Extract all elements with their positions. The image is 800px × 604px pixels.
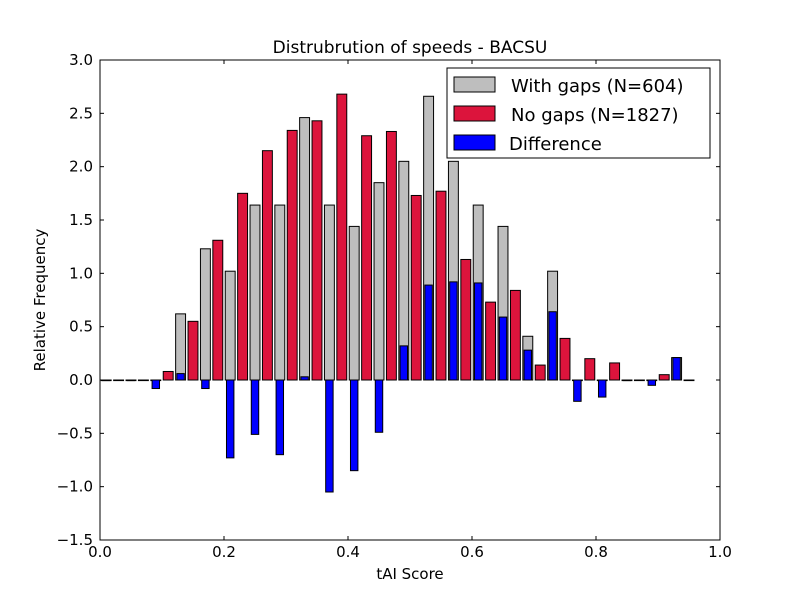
bar-no-gaps-9 xyxy=(336,93,348,381)
bar-no-gaps-5 xyxy=(237,192,249,381)
bar-difference-11 xyxy=(374,379,384,433)
bar-no-gaps-17 xyxy=(534,364,546,381)
y-tick-label: 3.0 xyxy=(69,51,93,69)
bar-no-gaps-12 xyxy=(410,194,422,381)
bar-no-gaps-19 xyxy=(584,358,596,381)
bar-no-gaps-16 xyxy=(509,289,521,381)
bar-difference-6 xyxy=(250,379,260,435)
bars-layer xyxy=(100,93,695,493)
bar-difference-20 xyxy=(597,379,607,398)
bar-no-gaps-3 xyxy=(187,320,199,381)
bar-no-gaps-15 xyxy=(485,301,497,381)
bar-no-gaps-4 xyxy=(212,239,224,381)
bar-difference-22 xyxy=(647,379,657,386)
bar-no-gaps-0 xyxy=(113,379,125,382)
y-tick-label: −0.5 xyxy=(57,424,93,442)
y-tick-label: 0.0 xyxy=(69,371,93,389)
bar-no-gaps-23 xyxy=(683,379,695,382)
bar-difference-7 xyxy=(275,379,285,456)
bar-no-gaps-20 xyxy=(609,362,621,381)
legend-swatch-no-gaps xyxy=(453,105,496,122)
bar-no-gaps-10 xyxy=(361,135,373,381)
x-axis-label: tAI Score xyxy=(376,565,443,583)
y-tick-label: 2.5 xyxy=(69,104,93,122)
bar-difference-14 xyxy=(449,281,458,381)
legend-label-difference: Difference xyxy=(509,134,602,155)
y-tick-label: 0.5 xyxy=(69,318,93,336)
bar-difference-16 xyxy=(498,316,508,381)
legend-swatch-difference xyxy=(453,134,496,151)
legend-label-with-gaps: With gaps (N=604) xyxy=(511,76,684,97)
bar-with-gaps-4 xyxy=(199,248,211,381)
bar-difference-17 xyxy=(523,349,533,381)
ticks-layer: 0.0 0.2 0.4 0.6 0.8 1.0 −1.5 −1.0 −0.5 0.0 0.5 1.0 1… xyxy=(57,51,732,561)
y-tick-label: −1.0 xyxy=(57,478,93,496)
bar-no-gaps-11 xyxy=(385,130,397,381)
bar-no-gaps-8 xyxy=(311,120,323,381)
bar-difference-8 xyxy=(300,376,309,381)
bar-with-gaps-9 xyxy=(323,204,335,381)
bar-no-gaps-21 xyxy=(633,379,645,382)
bar-no-gaps-14 xyxy=(460,258,472,381)
y-tick-label: 1.0 xyxy=(69,264,93,282)
bar-no-gaps-2 xyxy=(162,370,174,381)
x-tick-label: 0.6 xyxy=(460,543,484,561)
bar-no-gaps-7 xyxy=(286,129,298,381)
bar-with-gaps-6 xyxy=(249,204,261,381)
bar-difference-18 xyxy=(548,311,557,381)
bar-with-gaps-8 xyxy=(299,117,311,381)
bar-difference-21 xyxy=(622,379,632,382)
legend-swatch-with-gaps xyxy=(453,76,496,93)
bar-with-gaps-5 xyxy=(224,270,236,381)
bar-difference-15 xyxy=(473,282,483,381)
x-tick-label: 0.0 xyxy=(88,543,112,561)
y-tick-label: 2.0 xyxy=(69,158,93,176)
y-tick-label: −1.5 xyxy=(57,531,93,549)
x-tick-label: 0.4 xyxy=(336,543,360,561)
x-tick-label: 1.0 xyxy=(708,543,732,561)
bar-difference-2 xyxy=(151,379,161,390)
bar-difference-19 xyxy=(573,379,582,402)
bar-no-gaps-6 xyxy=(261,150,273,381)
bar-with-gaps-3 xyxy=(175,313,187,381)
y-tick-label: 1.5 xyxy=(69,211,93,229)
chart-title: Distrubrution of speeds - BACSU xyxy=(273,38,548,58)
bar-difference-9 xyxy=(325,379,334,493)
x-tick-label: 0.8 xyxy=(584,543,608,561)
bar-difference-13 xyxy=(424,284,433,381)
bar-no-gaps-13 xyxy=(435,190,447,381)
x-tick-label: 0.2 xyxy=(212,543,236,561)
bar-difference-23 xyxy=(672,357,681,381)
y-axis-label: Relative Frequency xyxy=(31,229,49,372)
bar-difference-4 xyxy=(201,379,210,390)
bar-no-gaps-18 xyxy=(559,337,571,381)
bar-difference-10 xyxy=(349,379,359,472)
bar-no-gaps-1 xyxy=(137,379,149,382)
bar-difference-12 xyxy=(399,345,409,381)
bar-no-gaps-22 xyxy=(658,374,670,381)
legend-label-no-gaps: No gaps (N=1827) xyxy=(511,105,679,126)
plot-frame xyxy=(99,59,721,541)
bar-difference-3 xyxy=(176,373,185,381)
bar-with-gaps-11 xyxy=(373,182,385,381)
bar-with-gaps-10 xyxy=(348,225,360,381)
bar-with-gaps-7 xyxy=(274,204,286,381)
legend: With gaps (N=604) No gaps (N=1827) Diffe… xyxy=(446,67,711,159)
bar-difference-5 xyxy=(225,379,235,459)
bar-difference-1 xyxy=(126,379,136,382)
